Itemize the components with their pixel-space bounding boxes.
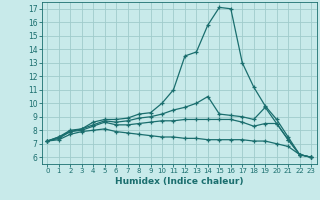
- X-axis label: Humidex (Indice chaleur): Humidex (Indice chaleur): [115, 177, 244, 186]
